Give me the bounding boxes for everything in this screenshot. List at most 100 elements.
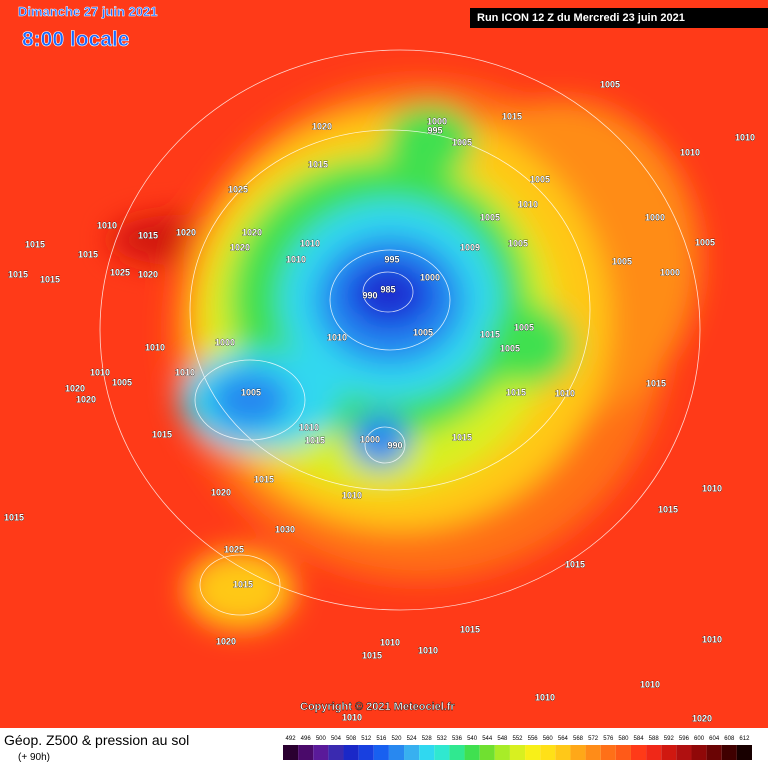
isobar-label: 1030 [275,524,295,534]
legend-label: 520 [391,736,402,742]
isobar-label: 990 [362,290,377,300]
legend-swatch [661,745,677,760]
legend-label: 608 [724,736,735,742]
legend-label: 588 [649,736,660,742]
legend-label: 540 [467,736,478,742]
isobar-label: 1025 [228,184,248,194]
isobar-label: 1020 [138,269,158,279]
isobar-label: 1000 [645,212,665,222]
legend-swatch [283,745,299,760]
isobar-label: 1015 [646,378,666,388]
isobar-label: 1010 [418,645,438,655]
isobar-label: 1005 [480,212,500,222]
legend-swatch [358,745,374,760]
isobar-label: 1020 [230,242,250,252]
isobar-label: 1000 [660,267,680,277]
legend: 492 496 500 504 508 512 516 520 524 528 532 536 540 5… [283,736,752,760]
isobar-label: 1010 [286,254,306,264]
isobar-label: 985 [380,284,395,294]
isobar-label: 1005 [112,377,132,387]
isobar-label: 1010 [702,634,722,644]
legend-swatch [540,745,556,760]
legend-label: 556 [528,736,539,742]
legend-swatch [509,745,526,760]
isobar-label: 1015 [658,504,678,514]
legend-swatch [298,745,314,760]
isobar-label: 995 [384,254,399,264]
isobar-label: 1015 [25,239,45,249]
legend-swatch [736,745,752,760]
isobar-label: 1020 [242,227,262,237]
legend-label: 496 [301,736,312,742]
legend-label: 524 [407,736,418,742]
legend-label: 568 [573,736,584,742]
legend-label: 500 [316,736,327,742]
isobar-label: 1015 [152,429,172,439]
legend-swatch [419,745,435,760]
isobar-label: 1015 [308,159,328,169]
isobar-label: 1020 [216,636,236,646]
isobar-label: 1010 [535,692,555,702]
isobar-label: 995 [427,125,442,135]
legend-swatch [525,745,541,760]
isobars [99,49,701,616]
legend-swatch [630,745,647,760]
isobar-label: 1010 [97,220,117,230]
legend-swatch [646,745,662,760]
legend-label: 576 [603,736,614,742]
legend-swatch [615,745,631,760]
isobar-label: 1005 [452,137,472,147]
legend-label: 592 [664,736,675,742]
isobar-label: 1010 [640,679,660,689]
isobar-label: 1010 [300,238,320,248]
isobar-label: 1005 [508,238,528,248]
run-box [470,8,768,28]
isobar-label: 1015 [138,230,158,240]
isobar-label: 1005 [600,79,620,89]
isobar-label: 1010 [555,388,575,398]
isobar-label: 990 [387,440,402,450]
isobar-label: 1015 [502,111,522,121]
date: Dimanche 27 juin 2021 [18,4,157,19]
legend-swatch [555,745,571,760]
isobar-label: 1005 [500,343,520,353]
isobar-label: 1020 [76,394,96,404]
isobar-label: 1010 [735,132,755,142]
isobar-label: 1020 [65,383,85,393]
isobar-label: 1015 [506,387,526,397]
isobar-label: 1010 [299,422,319,432]
isobar-label: 1000 [420,272,440,282]
isobar-label: 1015 [233,579,253,589]
isobar-label: 1020 [312,121,332,131]
legend-label: 564 [558,736,569,742]
isobar-label: 1010 [702,483,722,493]
isobar-label: 1010 [518,199,538,209]
footer-lead: (+ 90h) [18,752,50,763]
legend-swatch [676,745,692,760]
legend-label: 552 [512,736,523,742]
legend-swatch [570,745,586,760]
isobar-label: 1010 [145,342,165,352]
legend-label: 580 [618,736,629,742]
legend-swatch [404,745,420,760]
isobar-label: 1015 [305,435,325,445]
height-field [0,0,768,728]
isobar-label: 1010 [90,367,110,377]
legend-label: 548 [497,736,508,742]
legend-swatch [328,745,344,760]
legend-label: 504 [331,736,342,742]
legend-swatch [449,745,465,760]
legend-label: 596 [679,736,690,742]
legend-label: 612 [739,736,750,742]
legend-swatch [373,745,389,760]
isobar-label: 1015 [460,624,480,634]
isobar-label: 1000 [427,116,447,126]
isobar-label: 1010 [342,490,362,500]
isobar-label: 1010 [380,637,400,647]
legend-label: 528 [422,736,433,742]
legend-swatch [706,745,722,760]
legend-label: 492 [286,736,297,742]
isobar-label: 1015 [78,249,98,259]
legend-label: 604 [709,736,720,742]
